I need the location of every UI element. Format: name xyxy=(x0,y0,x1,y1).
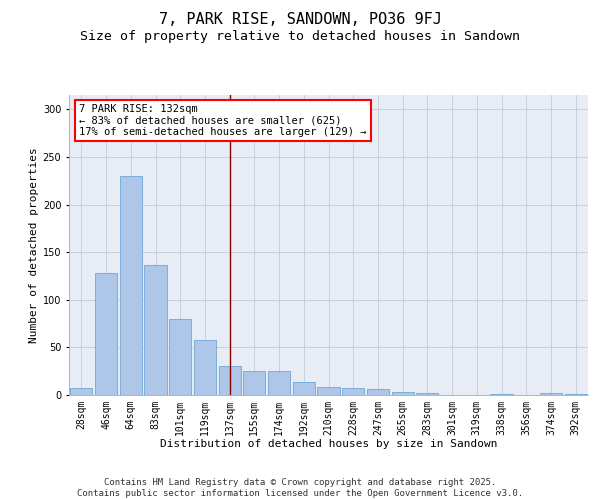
Bar xyxy=(416,393,439,395)
Y-axis label: Number of detached properties: Number of detached properties xyxy=(29,147,38,343)
Bar xyxy=(119,176,142,395)
Bar xyxy=(218,366,241,395)
Bar xyxy=(268,371,290,395)
Bar xyxy=(342,388,364,395)
Bar xyxy=(490,394,512,395)
Bar xyxy=(70,388,92,395)
Bar xyxy=(293,382,315,395)
X-axis label: Distribution of detached houses by size in Sandown: Distribution of detached houses by size … xyxy=(160,440,497,450)
Bar xyxy=(540,393,562,395)
Bar xyxy=(169,319,191,395)
Bar xyxy=(392,392,414,395)
Bar xyxy=(145,266,167,395)
Bar xyxy=(194,340,216,395)
Text: 7, PARK RISE, SANDOWN, PO36 9FJ: 7, PARK RISE, SANDOWN, PO36 9FJ xyxy=(158,12,442,28)
Bar xyxy=(317,388,340,395)
Bar xyxy=(243,371,265,395)
Bar xyxy=(95,273,117,395)
Bar xyxy=(565,394,587,395)
Text: Contains HM Land Registry data © Crown copyright and database right 2025.
Contai: Contains HM Land Registry data © Crown c… xyxy=(77,478,523,498)
Text: 7 PARK RISE: 132sqm
← 83% of detached houses are smaller (625)
17% of semi-detac: 7 PARK RISE: 132sqm ← 83% of detached ho… xyxy=(79,104,367,137)
Text: Size of property relative to detached houses in Sandown: Size of property relative to detached ho… xyxy=(80,30,520,43)
Bar xyxy=(367,390,389,395)
